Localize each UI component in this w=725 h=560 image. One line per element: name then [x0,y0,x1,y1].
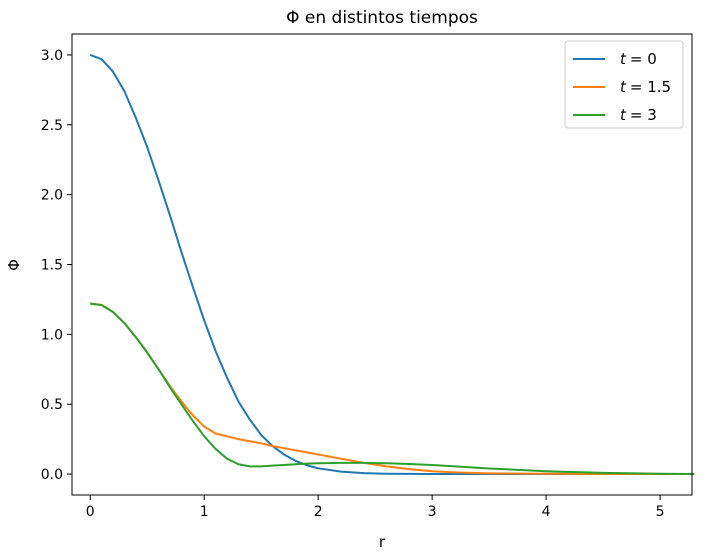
y-tick-label: 1.5 [41,258,63,274]
legend-entries: t = 0 t = 1.5 t = 3 [573,50,671,124]
legend-label: t = 1.5 [620,78,671,96]
x-tick-label: 1 [200,504,209,520]
y-tick-label: 0.5 [41,397,63,413]
axis-ticks: 0 1 2 3 4 5 0.0 0.5 1.0 1.5 2.0 2.5 3.0 [41,48,665,520]
x-tick-label: 0 [86,504,95,520]
y-tick-label: 3.0 [41,48,63,64]
x-tick-label: 5 [656,504,665,520]
y-axis-label: Φ [5,259,23,271]
legend-label: t = 0 [620,50,657,68]
y-tick-label: 0.0 [41,467,63,483]
x-axis-label: r [379,533,386,551]
series-line [89,54,695,476]
series-line [90,302,695,476]
x-tick-label: 4 [542,504,551,520]
legend: t = 0 t = 1.5 t = 3 [564,40,684,129]
y-tick-label: 2.0 [41,188,63,204]
chart-title: Φ en distintos tiempos [286,8,478,28]
x-tick-label: 3 [428,504,437,520]
series-line [90,302,695,476]
y-tick-label: 2.5 [41,118,63,134]
y-tick-label: 1.0 [41,327,63,343]
legend-box [564,40,684,129]
legend-label: t = 3 [620,106,657,124]
plot-frame [71,33,693,496]
x-tick-label: 2 [314,504,323,520]
series-lines [89,54,695,476]
